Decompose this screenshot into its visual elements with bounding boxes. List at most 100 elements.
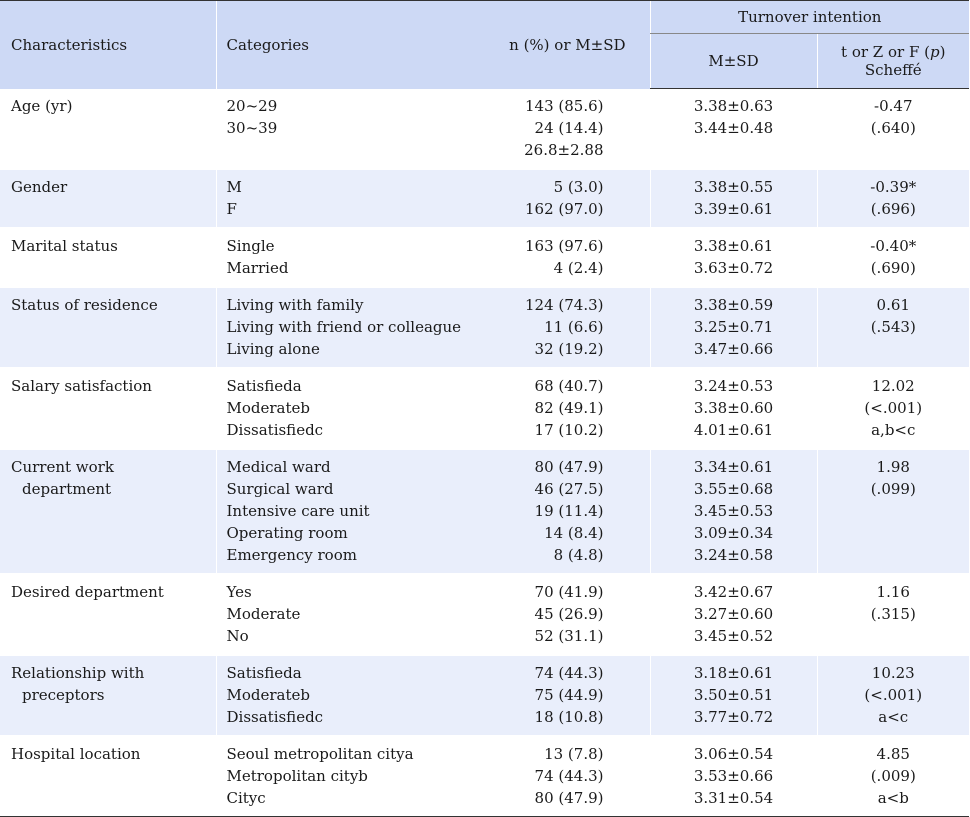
n-percent-cell-line: 80 (47.9) xyxy=(534,789,604,807)
statistic-cell-line: (.696) xyxy=(870,200,916,218)
statistic-cell-line: 1.16 xyxy=(876,583,910,601)
characteristic-cell: Status of residence xyxy=(0,286,216,368)
msd-cell-line: 4.01±0.61 xyxy=(693,421,774,439)
msd-cell-line: 3.47±0.66 xyxy=(693,340,774,358)
statistic-cell-line xyxy=(818,500,970,522)
n-percent-cell-line: 13 (7.8) xyxy=(544,745,604,763)
category-cell-line: 30~39 xyxy=(226,118,278,137)
characteristic-cell-line: Current work xyxy=(11,458,114,476)
n-percent-cell-line: 5 (3.0) xyxy=(553,178,604,196)
statistic-cell: 4.85 (.009) a<b xyxy=(816,735,970,817)
msd-cell-line: 3.53±0.66 xyxy=(693,767,774,785)
characteristic-cell-line: Age (yr) xyxy=(11,96,73,115)
n-percent-cell-line: 17 (10.2) xyxy=(534,421,604,439)
msd-cell-line: 3.38±0.55 xyxy=(693,178,774,196)
n-percent-cell-line: 143 (85.6) xyxy=(524,96,604,115)
statistic-cell-line: (.543) xyxy=(870,318,916,336)
category-cell: Yes Moderate No xyxy=(215,573,454,655)
msd-cell-line: 3.38±0.60 xyxy=(693,399,774,417)
statistic-cell: 10.23 (<.001) a<c xyxy=(816,654,970,736)
characteristic-cell: Gender xyxy=(0,168,216,228)
category-cell-line: Living alone xyxy=(226,340,320,358)
category-cell-line: Intensive care unit xyxy=(226,502,370,520)
statistic-cell: 12.02 (<.001) a,b<c xyxy=(816,367,970,449)
statistic-cell-line xyxy=(818,522,970,544)
msd-cell-line: 3.24±0.53 xyxy=(693,377,774,395)
characteristic-cell-line: Gender xyxy=(11,178,68,196)
characteristic-cell: Current work department xyxy=(0,448,216,574)
category-cell-line: Dissatisfiedc xyxy=(226,421,324,439)
statistic-cell-line: (.690) xyxy=(870,259,916,277)
category-cell: 20~29 30~39 xyxy=(215,88,454,169)
category-cell-line: Dissatisfiedc xyxy=(226,708,324,726)
msd-cell-line xyxy=(651,139,817,161)
statistic-cell: 1.98 (.099) xyxy=(816,448,970,574)
category-cell: Living with family Living with friend or … xyxy=(215,286,461,368)
statistic-cell-line: (<.001) xyxy=(864,399,923,417)
msd-cell-line: 3.38±0.61 xyxy=(693,237,774,255)
characteristic-cell-line: Relationship with xyxy=(11,664,145,682)
n-percent-cell: 74 (44.3) 75 (44.9) 18 (10.8) xyxy=(454,654,650,736)
n-percent-cell-line: 46 (27.5) xyxy=(534,480,604,498)
n-percent-cell-line: 74 (44.3) xyxy=(534,767,604,785)
n-percent-cell-line: 80 (47.9) xyxy=(534,458,604,476)
msd-cell-line: 3.77±0.72 xyxy=(693,708,774,726)
table-row: Age (yr) 20~29 30~39 143 (85.6) 24 (14.4) 26… xyxy=(0,88,970,170)
statistic-cell-line: (<.001) xyxy=(864,686,923,704)
category-cell-line: Surgical ward xyxy=(226,480,334,498)
category-cell: Satisfieda Moderateb Dissatisfiedc xyxy=(215,367,454,449)
table-row: Status of residence Living with family Liv… xyxy=(0,286,970,368)
statistic-cell-line: 4.85 xyxy=(876,745,910,763)
statistic-cell-line: a<c xyxy=(878,708,909,726)
statistic-cell-line: -0.39* xyxy=(870,178,917,196)
n-percent-cell-line: 18 (10.8) xyxy=(534,708,604,726)
n-percent-cell-line: 45 (26.9) xyxy=(534,605,604,623)
n-percent-cell-line: 124 (74.3) xyxy=(524,296,604,314)
characteristic-cell: Relationship with preceptors xyxy=(0,654,216,736)
msd-cell: 3.42±0.67 3.27±0.60 3.45±0.52 xyxy=(649,573,817,655)
n-percent-cell-line: 75 (44.9) xyxy=(534,686,604,704)
n-percent-cell: 70 (41.9) 45 (26.9) 52 (31.1) xyxy=(454,573,650,655)
header-categories: Categories xyxy=(215,0,454,89)
n-percent-cell-line: 24 (14.4) xyxy=(534,118,604,137)
statistic-cell-line: 10.23 xyxy=(871,664,915,682)
characteristic-cell-line: department xyxy=(22,480,112,498)
statistic-cell-line xyxy=(818,544,970,566)
category-cell-line: No xyxy=(226,627,249,645)
n-percent-cell: 80 (47.9) 46 (27.5) 19 (11.4) 14 (8.4) 8 (4.… xyxy=(454,448,650,574)
msd-cell-line: 3.34±0.61 xyxy=(693,458,774,476)
category-cell-line: Moderateb xyxy=(226,686,311,704)
category-cell: Satisfieda Moderateb Dissatisfiedc xyxy=(215,654,454,736)
header-turnover-intention: Turnover intention xyxy=(649,0,970,34)
characteristic-cell-line: Hospital location xyxy=(11,745,141,763)
category-cell-line: 20~29 xyxy=(226,96,278,115)
statistic-cell-line xyxy=(818,625,970,647)
category-cell-line: Metropolitan cityb xyxy=(226,767,368,785)
statistic-cell: -0.40* (.690) xyxy=(816,227,970,287)
msd-cell-line: 3.44±0.48 xyxy=(693,119,774,137)
statistic-cell: -0.39* (.696) xyxy=(816,168,970,228)
msd-cell-line: 3.45±0.53 xyxy=(693,502,774,520)
category-cell-line: Operating room xyxy=(226,524,348,542)
table-body: Age (yr) 20~29 30~39 143 (85.6) 24 (14.4) 26… xyxy=(0,88,970,817)
category-cell-line: Cityc xyxy=(226,789,266,807)
header-n: n (%) or M±SD xyxy=(454,0,650,89)
header-msd: M±SD xyxy=(649,33,817,89)
category-cell-line: F xyxy=(226,200,237,218)
msd-cell-line: 3.45±0.52 xyxy=(693,627,774,645)
characteristic-cell: Age (yr) xyxy=(0,89,216,170)
n-percent-cell-line: 163 (97.6) xyxy=(524,237,604,255)
msd-cell-line: 3.63±0.72 xyxy=(693,259,774,277)
category-cell-line: Satisfieda xyxy=(226,377,302,395)
category-cell-line: Yes xyxy=(226,583,252,601)
msd-cell: 3.06±0.54 3.53±0.66 3.31±0.54 xyxy=(649,735,817,817)
category-cell-line: M xyxy=(226,178,242,196)
msd-cell-line: 3.38±0.59 xyxy=(693,296,774,314)
n-percent-cell-line: 52 (31.1) xyxy=(534,627,604,645)
characteristic-cell: Hospital location xyxy=(0,735,216,817)
n-percent-cell-line: 26.8±2.88 xyxy=(524,140,604,159)
msd-cell-line: 3.31±0.54 xyxy=(693,789,774,807)
n-percent-cell-line: 32 (19.2) xyxy=(534,340,604,358)
table-row: Desired department Yes Moderate No 70 (41.9)… xyxy=(0,573,970,655)
msd-cell: 3.38±0.59 3.25±0.71 3.47±0.66 xyxy=(649,286,817,368)
